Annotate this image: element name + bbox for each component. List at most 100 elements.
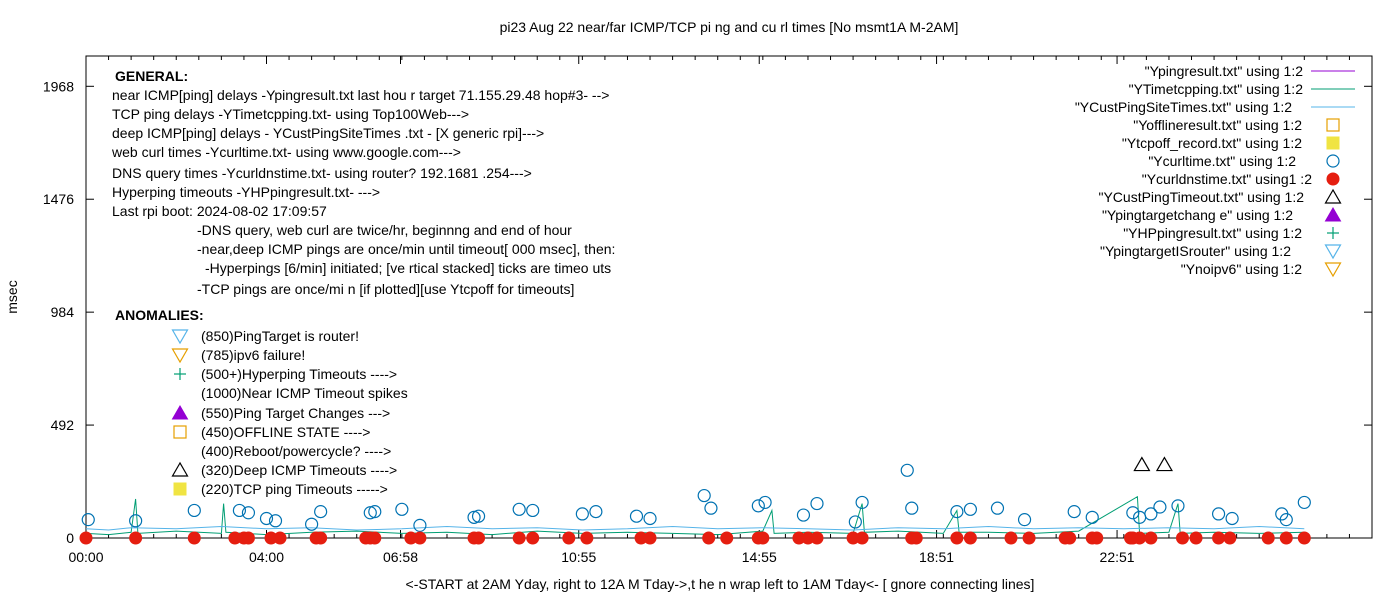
anomaly-symbol: [171, 404, 189, 420]
general-note-line: deep ICMP[ping] delays - YCustPingSiteTi…: [112, 125, 544, 141]
data-point: [589, 505, 603, 519]
chart-title: pi23 Aug 22 near/far ICMP/TCP pi ng and …: [500, 19, 959, 35]
data-point: [1126, 506, 1140, 520]
y-tick-label: 492: [51, 417, 75, 433]
legend-label: "YHPpingresult.txt" using 1:2: [1123, 225, 1302, 241]
legend-label: "Ypingresult.txt" using 1:2: [1145, 63, 1304, 79]
x-tick-label: 22:51: [1100, 549, 1135, 565]
data-point: [368, 505, 382, 519]
data-point: [232, 503, 247, 518]
x-tick-label: 18:51: [919, 549, 954, 565]
series-markers: [79, 456, 1311, 545]
legend-label: "Yofflineresult.txt" using 1:2: [1133, 117, 1302, 133]
legend-label: "Ytcpoff_record.txt" using 1:2: [1122, 135, 1302, 151]
anomaly-note-line: (1000)Near ICMP Timeout spikes: [201, 385, 408, 401]
anomaly-symbol: [173, 482, 187, 496]
data-point: [1225, 511, 1239, 526]
data-point: [305, 517, 319, 531]
data-point: [1067, 505, 1081, 519]
data-point: [756, 531, 770, 545]
data-point: [629, 509, 644, 523]
data-point: [314, 505, 328, 519]
general-note-line: -Hyperpings [6/min] initiated; [ve rtica…: [205, 260, 611, 276]
data-point: [855, 531, 869, 545]
data-point: [697, 488, 711, 503]
data-point: [643, 511, 657, 526]
series-lines: [85, 495, 1305, 536]
general-note-line: DNS query times -Ycurldnstime.txt- using…: [112, 165, 532, 181]
general-note-line: web curl times -Ycurltime.txt- using www…: [111, 144, 461, 160]
x-tick-label: 00:00: [68, 549, 103, 565]
data-point: [129, 531, 143, 545]
anomaly-symbol: [173, 425, 187, 439]
y-axis-label: msec: [4, 280, 20, 313]
x-axis-label: <-START at 2AM Yday, right to 12A M Tday…: [406, 576, 1035, 592]
series-line-3: [85, 495, 1305, 536]
annotation-general: GENERAL: near ICMP[ping] delays -Ypingres…: [111, 68, 615, 297]
data-point: [900, 463, 914, 477]
series-line-4: [85, 525, 1305, 531]
data-point: [1133, 456, 1151, 472]
data-point: [259, 511, 274, 526]
data-point: [963, 531, 977, 545]
data-point: [512, 531, 526, 545]
data-point: [1261, 531, 1275, 545]
legend-label: "YTimetcpping.txt" using 1:2: [1129, 81, 1304, 97]
data-point: [273, 531, 287, 545]
data-point: [526, 531, 540, 545]
data-point: [1133, 510, 1147, 524]
general-note-line: -near,deep ICMP pings are once/min until…: [197, 241, 615, 257]
data-point: [720, 531, 734, 545]
data-point: [81, 513, 95, 527]
data-point: [187, 503, 201, 518]
data-point: [1297, 495, 1311, 510]
data-point: [512, 502, 526, 516]
data-point: [241, 531, 255, 545]
legend-symbol: [1326, 172, 1340, 186]
general-note-line: -DNS query, web curl are twice/hr, begin…: [197, 222, 572, 238]
general-note-line: Last rpi boot: 2024-08-02 17:09:57: [112, 203, 327, 219]
anomaly-symbol: [171, 461, 189, 477]
data-point: [314, 531, 328, 545]
legend-symbol: [1327, 227, 1339, 239]
data-point: [796, 508, 811, 522]
data-point: [526, 503, 540, 518]
data-point: [472, 531, 486, 545]
legend-label: "YpingtargetISrouter" using 1:2: [1100, 243, 1291, 259]
data-point: [1171, 499, 1185, 513]
x-tick-label: 04:00: [249, 549, 284, 565]
legend-label: "Ycurldnstime.txt" using1 :2: [1142, 171, 1312, 187]
y-tick-label: 0: [66, 530, 74, 546]
data-point: [79, 531, 93, 545]
data-point: [810, 496, 824, 511]
data-point: [413, 518, 427, 532]
data-point: [1175, 531, 1189, 545]
data-point: [1144, 531, 1158, 545]
y-tick-label: 984: [51, 304, 75, 320]
data-point: [1153, 500, 1167, 514]
data-point: [471, 509, 486, 523]
data-point: [704, 501, 718, 515]
data-point: [1004, 531, 1018, 545]
anomaly-note-line: (450)OFFLINE STATE ---->: [201, 424, 370, 440]
anomalies-title: ANOMALIES:: [115, 307, 204, 323]
data-point: [467, 510, 481, 524]
data-point: [1223, 531, 1237, 545]
data-point: [643, 531, 657, 545]
data-point: [758, 495, 772, 510]
anomaly-note-line: (500+)Hyperping Timeouts ---->: [201, 366, 397, 382]
legend-symbol: [1326, 136, 1340, 150]
data-point: [909, 531, 923, 545]
data-point: [1133, 531, 1147, 545]
data-point: [702, 531, 716, 545]
general-note-line: GENERAL:: [115, 68, 188, 84]
legend-label: "Ycurltime.txt" using 1:2: [1148, 153, 1296, 169]
anomaly-note-line: (220)TCP ping Timeouts ----->: [201, 481, 388, 497]
data-point: [1090, 531, 1104, 545]
anomaly-symbol: [174, 368, 186, 380]
data-point: [562, 531, 576, 545]
data-point: [241, 506, 256, 520]
data-point: [363, 506, 377, 520]
